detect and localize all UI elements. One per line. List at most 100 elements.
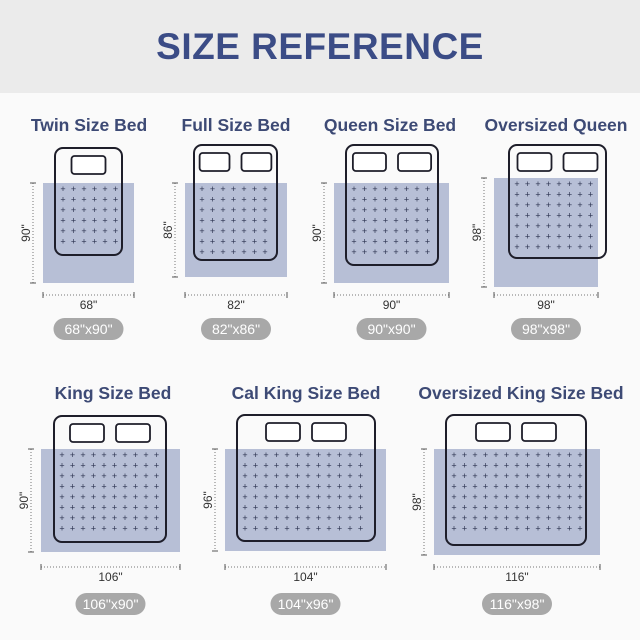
bed-title: Cal King Size Bed xyxy=(232,383,381,403)
quilt-stitch: + xyxy=(210,247,215,257)
quilt-stitch: + xyxy=(80,524,85,534)
quilt-stitch: + xyxy=(241,184,246,194)
quilt-stitch: + xyxy=(577,200,582,210)
quilt-stitch: + xyxy=(567,232,572,242)
quilt-stitch: + xyxy=(358,503,363,513)
quilt-stitch: + xyxy=(493,513,498,523)
quilt-stitch: + xyxy=(337,471,342,481)
quilt-stitch: + xyxy=(263,450,268,460)
quilt-stitch: + xyxy=(546,513,551,523)
quilt-stitch: + xyxy=(556,179,561,189)
quilt-stitch: + xyxy=(91,482,96,492)
quilt-stitch: + xyxy=(535,221,540,231)
quilt-stitch: + xyxy=(220,216,225,226)
quilt-stitch: + xyxy=(80,471,85,481)
quilt-stitch: + xyxy=(101,461,106,471)
quilt-stitch: + xyxy=(253,461,258,471)
quilt-stitch: + xyxy=(472,471,477,481)
quilt-stitch: + xyxy=(546,200,551,210)
quilt-stitch: + xyxy=(91,461,96,471)
quilt-stitch: + xyxy=(493,524,498,534)
quilt-stitch: + xyxy=(372,205,377,215)
quilt-stitch: + xyxy=(358,450,363,460)
quilt-stitch: + xyxy=(60,226,65,236)
pillow-icon xyxy=(240,152,273,172)
quilt-stitch: + xyxy=(546,242,551,252)
quilt-stitch: + xyxy=(358,513,363,523)
quilt-stitch: + xyxy=(525,190,530,200)
quilt-stitch: + xyxy=(143,513,148,523)
size-badge-label: 116"x98" xyxy=(490,596,545,612)
quilt-stitch: + xyxy=(546,179,551,189)
quilt-stitch: + xyxy=(70,513,75,523)
blanket-area xyxy=(225,449,386,551)
quilt-stitch: + xyxy=(393,184,398,194)
quilt-stitch: + xyxy=(525,513,530,523)
quilt-stitch: + xyxy=(556,200,561,210)
quilt-stitch: + xyxy=(59,513,64,523)
quilt-stitch: + xyxy=(274,461,279,471)
quilt-stitch: + xyxy=(404,195,409,205)
quilt-stitch: + xyxy=(351,205,356,215)
pillow-icon xyxy=(311,422,347,442)
quilt-stitch: + xyxy=(81,216,86,226)
quilt-stitch: + xyxy=(556,471,561,481)
quilt-stitch: + xyxy=(567,513,572,523)
pillow-icon xyxy=(562,152,599,172)
quilt-stitch: + xyxy=(577,524,582,534)
quilt-stitch: + xyxy=(92,184,97,194)
quilt-stitch: + xyxy=(252,184,257,194)
quilt-stitch: + xyxy=(253,503,258,513)
quilt-stitch: + xyxy=(80,513,85,523)
bed-title: King Size Bed xyxy=(55,383,172,403)
quilt-stitch: + xyxy=(483,461,488,471)
quilt-stitch: + xyxy=(60,184,65,194)
quilt-stitch: + xyxy=(112,503,117,513)
quilt-stitch: + xyxy=(372,247,377,257)
quilt-stitch: + xyxy=(326,471,331,481)
quilt-stitch: + xyxy=(220,226,225,236)
quilt-stitch: + xyxy=(347,482,352,492)
quilt-stitch: + xyxy=(351,247,356,257)
quilt-stitch: + xyxy=(472,450,477,460)
quilt-stitch: + xyxy=(295,524,300,534)
quilt-stitch: + xyxy=(514,221,519,231)
quilt-stitch: + xyxy=(199,226,204,236)
quilt-stitch: + xyxy=(262,216,267,226)
quilt-stitch: + xyxy=(91,503,96,513)
quilt-stitch: + xyxy=(577,450,582,460)
quilt-stitch: + xyxy=(102,184,107,194)
blanket-area xyxy=(43,183,134,283)
quilt-stitch: + xyxy=(231,226,236,236)
width-label: 82" xyxy=(227,298,245,312)
quilt-stitch: + xyxy=(425,195,430,205)
quilt-stitch: + xyxy=(546,524,551,534)
quilt-stitch: + xyxy=(588,221,593,231)
quilt-stitch: + xyxy=(556,503,561,513)
quilt-stitch: + xyxy=(133,461,138,471)
quilt-stitch: + xyxy=(504,524,509,534)
quilt-stitch: + xyxy=(316,450,321,460)
quilt-stitch: + xyxy=(305,482,310,492)
quilt-stitch: + xyxy=(101,492,106,502)
quilt-stitch: + xyxy=(514,471,519,481)
quilt-stitch: + xyxy=(462,503,467,513)
quilt-stitch: + xyxy=(362,184,367,194)
quilt-stitch: + xyxy=(112,450,117,460)
size-badge-label: 106"x90" xyxy=(83,596,139,612)
quilt-stitch: + xyxy=(514,190,519,200)
quilt-stitch: + xyxy=(337,450,342,460)
quilt-stitch: + xyxy=(252,237,257,247)
quilt-stitch: + xyxy=(535,179,540,189)
pillow-icon xyxy=(265,422,301,442)
quilt-stitch: + xyxy=(154,450,159,460)
quilt-stitch: + xyxy=(133,524,138,534)
quilt-stitch: + xyxy=(483,471,488,481)
quilt-stitch: + xyxy=(284,471,289,481)
blanket-area xyxy=(41,449,180,552)
quilt-stitch: + xyxy=(546,503,551,513)
width-label: 68" xyxy=(80,298,98,312)
quilt-stitch: + xyxy=(483,503,488,513)
quilt-stitch: + xyxy=(133,450,138,460)
quilt-stitch: + xyxy=(262,184,267,194)
